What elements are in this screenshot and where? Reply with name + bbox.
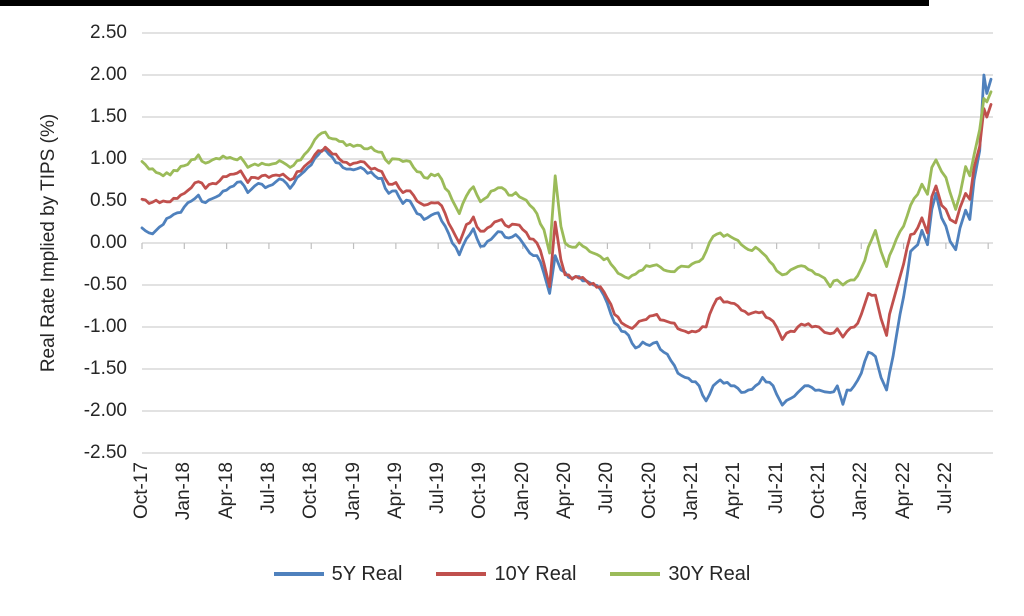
x-tick-label: Jan-19: [342, 462, 364, 521]
x-tick-label: Jul-18: [257, 462, 279, 514]
y-tick-label: -2.00: [83, 400, 127, 421]
x-tick-label: Apr-20: [554, 462, 576, 520]
y-tick-label: -1.50: [83, 358, 127, 379]
x-tick-label: Jul-21: [765, 462, 787, 514]
x-tick-label: Jan-20: [511, 462, 533, 521]
x-tick-label: Jul-22: [934, 462, 956, 514]
x-tick-label: Jan-22: [850, 462, 872, 521]
legend-label-10y: 10Y Real: [494, 562, 577, 585]
y-tick-label: 2.50: [90, 22, 127, 43]
y-tick-label: 1.50: [90, 106, 127, 127]
y-tick-label: 1.00: [90, 148, 127, 169]
legend: 5Y Real 10Y Real 30Y Real: [0, 561, 1024, 587]
x-tick-label: Oct-18: [300, 462, 322, 520]
x-tick-label: Oct-21: [807, 462, 829, 520]
series-line-5y-real: [140, 73, 993, 407]
x-tick-label: Jan-21: [681, 462, 703, 521]
y-tick-label: -2.50: [83, 442, 127, 463]
x-tick-label: Jul-20: [596, 462, 618, 514]
x-tick-label: Apr-19: [384, 462, 406, 520]
x-tick-label: Jul-19: [427, 462, 449, 514]
x-tick-label: Oct-20: [638, 462, 660, 520]
x-tick-label: Oct-17: [131, 462, 152, 520]
x-tick-label: Apr-18: [215, 462, 237, 520]
x-tick-label: Apr-22: [892, 462, 914, 520]
legend-line-sample-30y: [610, 572, 661, 576]
legend-line-sample-5y: [273, 572, 324, 576]
legend-label-30y: 30Y Real: [668, 562, 751, 585]
y-tick-label: -1.00: [83, 316, 127, 337]
series-line-30y-real: [140, 90, 993, 289]
legend-item-30y-real: 30Y Real: [610, 563, 750, 586]
series-line-10y-real: [140, 103, 993, 341]
x-tick-label: Apr-21: [723, 462, 745, 520]
legend-line-sample-10y: [436, 572, 487, 576]
legend-item-10y-real: 10Y Real: [436, 563, 576, 586]
legend-label-5y: 5Y Real: [331, 562, 403, 585]
y-tick-label: -0.50: [83, 274, 127, 295]
x-tick-label: Oct-19: [469, 462, 491, 520]
y-tick-label: 2.00: [90, 64, 127, 85]
x-tick-label: Jan-18: [173, 462, 195, 521]
y-tick-label: 0.00: [90, 232, 127, 253]
y-tick-label: 0.50: [90, 190, 127, 211]
legend-item-5y-real: 5Y Real: [273, 562, 403, 586]
top-border-line: [0, 0, 929, 6]
